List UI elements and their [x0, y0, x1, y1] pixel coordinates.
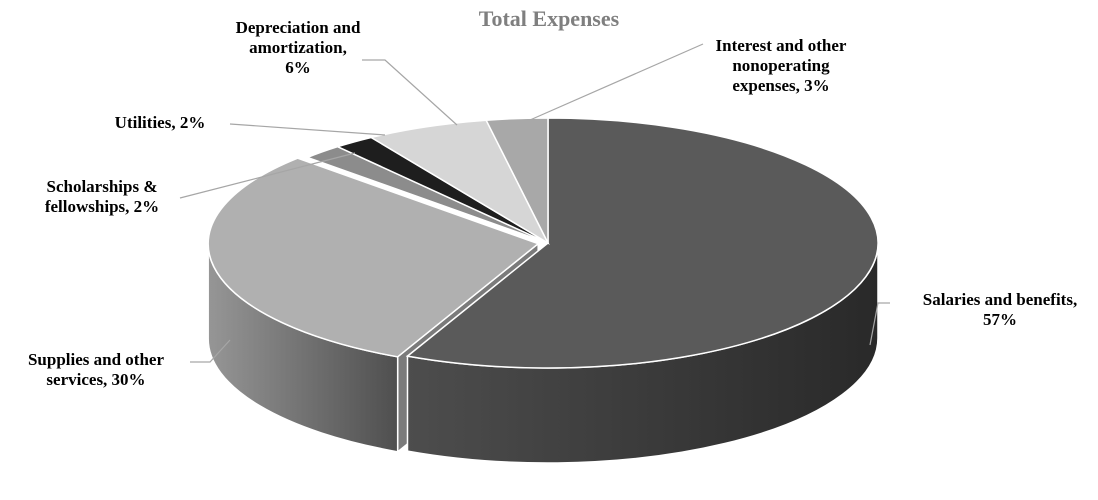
leader-line-depreciation-amortization	[362, 59, 458, 126]
pie-slice-depreciation-amortization	[369, 119, 550, 245]
pie-slice-supplies-and-other-services	[207, 157, 540, 358]
pie-slice-salaries-and-benefits	[405, 117, 879, 369]
leader-line-scholarships-fellowships	[179, 152, 356, 199]
leader-line-supplies-and-other-services	[190, 339, 231, 363]
data-label-salaries-and-benefits: Salaries and benefits, 57%	[923, 290, 1077, 329]
data-label-interest-nonoperating: Interest and other nonoperating expenses, …	[716, 36, 847, 95]
leader-line-utilities	[229, 123, 386, 136]
pie-slice-interest-nonoperating	[484, 117, 549, 244]
leader-line-salaries-and-benefits	[869, 302, 890, 346]
data-label-supplies-and-other-services: Supplies and other services, 30%	[28, 350, 164, 389]
data-label-scholarships-fellowships: Scholarships & fellowships, 2%	[45, 177, 159, 216]
leader-line-interest-nonoperating	[529, 43, 704, 121]
data-label-utilities: Utilities, 2%	[115, 113, 206, 132]
chart-title: Total Expenses	[478, 6, 620, 31]
data-label-depreciation-amortization: Depreciation and amortization, 6%	[236, 18, 361, 77]
